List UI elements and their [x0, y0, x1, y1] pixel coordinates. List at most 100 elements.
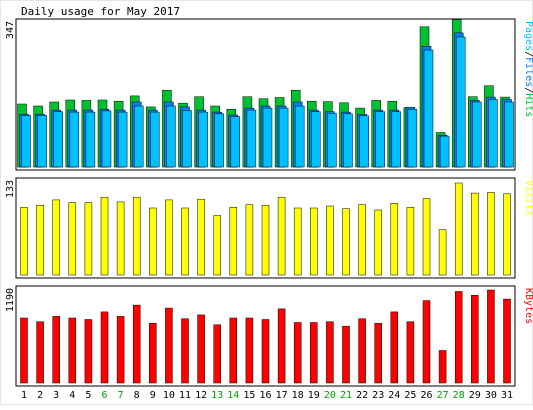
bar-kbytes-day-23: [374, 323, 382, 384]
bar-pages-day-10: [166, 105, 176, 168]
bar-kbytes-day-2: [36, 321, 44, 384]
bar-kbytes-day-27: [438, 350, 447, 384]
bar-pages-day-14: [230, 116, 241, 168]
bar-pages-day-28: [455, 36, 466, 168]
legend-entry-kbytes-0: KBytes: [523, 288, 533, 324]
day-label-11: 11: [179, 390, 191, 401]
day-label-23: 23: [372, 390, 384, 401]
bar-pages-day-18: [294, 105, 305, 168]
bar-kbytes-day-1: [20, 317, 28, 384]
legend-entry-hits-3: /: [523, 87, 533, 93]
bar-visits-day-18: [293, 207, 302, 276]
day-label-31: 31: [501, 390, 513, 401]
bar-pages-day-31: [504, 101, 514, 168]
bar-pages-day-4: [69, 111, 80, 168]
bar-kbytes-day-5: [84, 319, 93, 384]
bar-kbytes-day-25: [406, 321, 415, 384]
bar-pages-day-25: [407, 109, 418, 168]
panel-kbytes-legend: KBytes: [523, 288, 533, 324]
bar-pages-day-13: [214, 113, 224, 168]
day-label-30: 30: [485, 390, 497, 401]
bar-visits-day-31: [503, 193, 511, 276]
day-label-26: 26: [420, 390, 432, 401]
bar-pages-day-19: [311, 111, 321, 168]
day-label-28: 28: [453, 390, 465, 401]
bar-visits-day-17: [277, 196, 286, 276]
bar-visits-day-21: [342, 208, 350, 276]
bar-kbytes-day-12: [197, 314, 205, 384]
bar-pages-day-7: [117, 111, 128, 168]
bar-visits-day-19: [310, 207, 318, 276]
day-label-14: 14: [227, 390, 239, 401]
bar-kbytes-day-30: [487, 289, 495, 384]
bar-pages-day-27: [439, 135, 450, 168]
bar-kbytes-day-3: [52, 316, 60, 384]
bar-kbytes-day-19: [310, 322, 318, 384]
day-label-16: 16: [259, 390, 271, 401]
day-label-24: 24: [388, 390, 400, 401]
day-label-18: 18: [292, 390, 304, 401]
bar-pages-day-17: [278, 107, 289, 168]
day-label-1: 1: [21, 390, 27, 401]
bar-kbytes-day-24: [390, 311, 399, 384]
bar-visits-day-30: [487, 192, 495, 276]
bar-pages-day-2: [37, 115, 47, 168]
bar-visits-day-22: [358, 204, 366, 276]
bar-visits-day-6: [100, 196, 109, 276]
day-label-4: 4: [69, 390, 75, 401]
day-label-22: 22: [356, 390, 368, 401]
bar-visits-day-2: [36, 205, 44, 276]
bar-pages-day-21: [343, 113, 353, 168]
bar-visits-day-13: [213, 215, 221, 276]
bar-visits-day-27: [438, 229, 447, 276]
bar-visits-day-8: [132, 196, 141, 276]
bar-pages-day-30: [488, 99, 498, 168]
day-label-6: 6: [101, 390, 107, 401]
bar-pages-day-29: [472, 101, 482, 168]
bar-pages-day-20: [327, 113, 337, 168]
bar-visits-day-14: [229, 207, 238, 276]
bar-pages-day-8: [133, 105, 144, 168]
bar-kbytes-day-15: [245, 317, 254, 384]
panel-hits-max-label: 347: [5, 21, 16, 39]
legend-entry-hits-2: Files: [523, 57, 533, 87]
bar-visits-day-25: [406, 207, 415, 276]
legend-entry-visits-0: Visits: [523, 180, 533, 216]
bar-kbytes-day-9: [149, 323, 157, 384]
day-label-15: 15: [243, 390, 255, 401]
day-label-2: 2: [37, 390, 43, 401]
bar-kbytes-day-10: [165, 307, 173, 384]
bar-kbytes-day-18: [293, 322, 302, 384]
bar-pages-day-3: [53, 111, 63, 168]
bar-pages-day-23: [375, 111, 385, 168]
day-label-13: 13: [211, 390, 223, 401]
bar-visits-day-10: [165, 199, 173, 276]
bar-visits-day-16: [261, 205, 270, 276]
bar-pages-day-26: [423, 49, 434, 168]
legend-entry-hits-4: Hits: [523, 93, 533, 117]
bar-pages-day-15: [246, 109, 257, 168]
bar-pages-day-11: [182, 110, 192, 168]
bar-pages-day-22: [359, 115, 369, 168]
bar-kbytes-day-11: [181, 318, 189, 384]
panel-hits-legend: Pages/Files/Hits: [523, 21, 533, 117]
bar-visits-day-11: [181, 207, 189, 276]
bar-kbytes-day-7: [116, 316, 125, 384]
bar-kbytes-day-13: [213, 324, 221, 384]
bar-visits-day-9: [149, 207, 157, 276]
bar-visits-day-26: [422, 198, 431, 276]
bar-kbytes-day-16: [261, 319, 270, 384]
day-label-20: 20: [324, 390, 336, 401]
bar-kbytes-day-26: [422, 300, 431, 384]
day-label-12: 12: [195, 390, 207, 401]
legend-entry-hits-1: /: [523, 51, 533, 57]
panel-kbytes: 1190 KBytes: [5, 285, 533, 387]
bar-pages-day-5: [85, 111, 96, 168]
bar-kbytes-day-21: [342, 326, 350, 384]
bar-visits-day-4: [68, 202, 77, 276]
bar-pages-day-24: [391, 111, 402, 168]
day-label-5: 5: [85, 390, 91, 401]
bar-kbytes-day-28: [454, 291, 463, 384]
